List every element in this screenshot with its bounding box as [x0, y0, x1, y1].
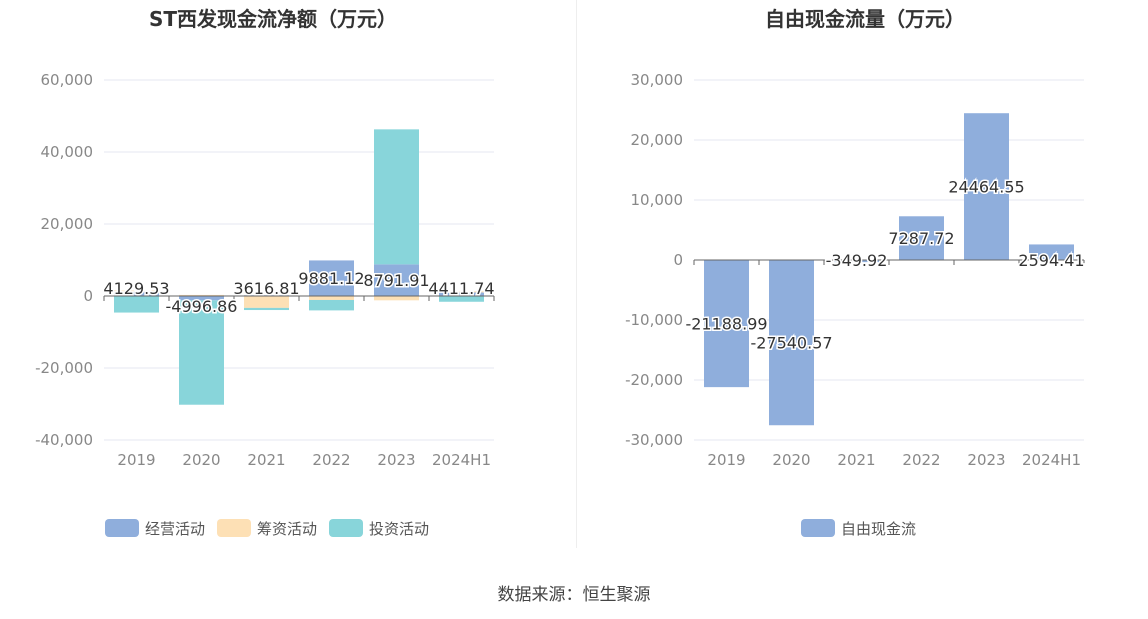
chart2-data-label: -27540.57 — [750, 334, 832, 353]
chart1-bar-2024H1-s3 — [439, 296, 484, 302]
chart1-legend-label: 投资活动 — [369, 520, 429, 538]
chart1-bar-2023-s3 — [374, 129, 419, 265]
chart1-legend-label: 筹资活动 — [257, 520, 317, 538]
chart1-bar-2020-s1 — [179, 296, 224, 301]
chart1-bar-2024H1-s1 — [439, 292, 484, 296]
chart2-xtick-label: 2020 — [772, 451, 810, 469]
chart2-ytick-label: -30,000 — [625, 431, 683, 449]
chart2-bar-2022-s1 — [899, 216, 944, 260]
chart2-data-label: 7287.72 — [888, 229, 954, 248]
chart2-bar-2024H1-s1 — [1029, 244, 1074, 260]
chart2-title: 自由现金流量（万元） — [765, 7, 965, 31]
chart2-legend-label: 自由现金流 — [841, 520, 916, 538]
chart1-ytick-label: -20,000 — [35, 359, 93, 377]
chart1-bar-2019-s1 — [114, 291, 159, 296]
chart1-data-label: -4996.86 — [166, 297, 238, 316]
chart1-legend-swatch — [329, 519, 363, 537]
chart2-data-label: 2594.41 — [1018, 251, 1084, 270]
chart1-bar-2021-s2 — [244, 296, 289, 308]
chart1-legend-swatch — [217, 519, 251, 537]
panel-divider — [576, 0, 577, 548]
chart1-data-label: 4411.74 — [428, 279, 494, 298]
chart1-bar-2022-s3 — [309, 299, 354, 311]
chart2-bar-2019-s1 — [704, 260, 749, 388]
chart1-xtick-label: 2022 — [312, 451, 350, 469]
chart2-ytick-label: 30,000 — [631, 71, 684, 89]
chart1-xtick-label: 2021 — [247, 451, 285, 469]
chart1-ytick-label: 40,000 — [41, 143, 94, 161]
chart1-xtick-label: 2020 — [182, 451, 220, 469]
chart1-bar-2020-s2 — [179, 294, 224, 296]
chart1-xtick-label: 2023 — [377, 451, 415, 469]
chart2-data-label: -349.92 — [826, 251, 888, 270]
chart2-legend-swatch — [801, 519, 835, 537]
chart1-bar-2023-s2 — [374, 296, 419, 301]
chart2-bar-2021-s1 — [834, 260, 879, 263]
chart2-ytick-label: 0 — [673, 251, 683, 269]
chart1-bar-2021-s3 — [244, 307, 289, 311]
chart1-bar-2022-s2 — [309, 296, 354, 300]
chart1-bar-2023-s1 — [374, 264, 419, 296]
chart1-legend-label: 经营活动 — [145, 520, 205, 538]
chart2-xtick-label: 2019 — [707, 451, 745, 469]
chart1-xtick-label: 2024H1 — [432, 451, 491, 469]
chart1-data-label: 9881.12 — [298, 269, 364, 288]
chart2-bar-2023-s1 — [964, 113, 1009, 260]
chart2-xtick-label: 2022 — [902, 451, 940, 469]
chart2-data-label: 24464.55 — [948, 178, 1024, 197]
chart2-ytick-label: -20,000 — [625, 371, 683, 389]
chart2-xtick-label: 2023 — [967, 451, 1005, 469]
chart1-bar-2019-s3 — [114, 296, 159, 313]
chart1-ytick-label: 20,000 — [41, 215, 94, 233]
chart1-bar-2022-s1 — [309, 260, 354, 296]
chart1-bar-2024H1-s2 — [439, 291, 484, 293]
chart2-ytick-label: -10,000 — [625, 311, 683, 329]
chart1-data-label: 3616.81 — [233, 279, 299, 298]
chart2-ytick-label: 20,000 — [631, 131, 684, 149]
chart2-data-label: -21188.99 — [685, 315, 767, 334]
chart2-bar-2020-s1 — [769, 260, 814, 426]
chart1-bar-2020-s3 — [179, 300, 224, 405]
chart2-ytick-label: 10,000 — [631, 191, 684, 209]
chart1-ytick-label: 0 — [83, 287, 93, 305]
chart2-xtick-label: 2021 — [837, 451, 875, 469]
chart1-data-label: 4129.53 — [103, 279, 169, 298]
chart1-ytick-label: 60,000 — [41, 71, 94, 89]
chart1-title: ST西发现金流净额（万元） — [149, 7, 397, 31]
chart1-ytick-label: -40,000 — [35, 431, 93, 449]
chart1-bar-2019-s2 — [114, 290, 159, 292]
chart1-data-label: 8791.91 — [363, 271, 429, 290]
data-source-note: 数据来源：恒生聚源 — [497, 585, 651, 605]
chart1-legend-swatch — [105, 519, 139, 537]
chart2-xtick-label: 2024H1 — [1022, 451, 1081, 469]
chart1-xtick-label: 2019 — [117, 451, 155, 469]
